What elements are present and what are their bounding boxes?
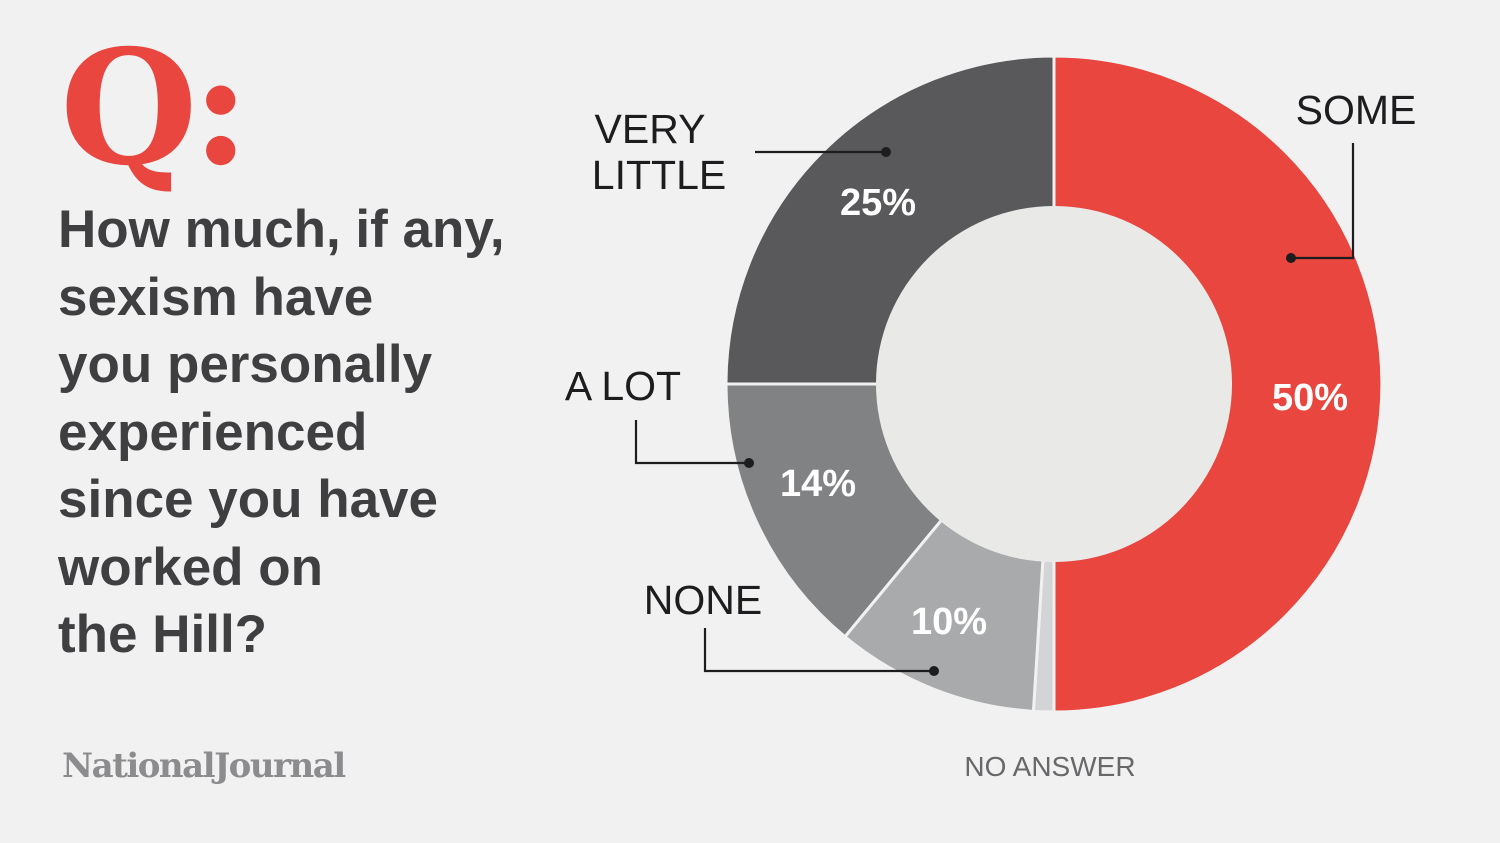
- leader-line-a-lot: [634, 420, 749, 465]
- leader-line-none: [703, 628, 934, 673]
- q-logo-mark: Q:: [60, 16, 250, 201]
- leader-dot-a-lot: [744, 458, 754, 468]
- question-text: How much, if any, sexism have you person…: [58, 200, 505, 664]
- pct-label-none: 10%: [911, 601, 987, 643]
- leader-dot-some: [1286, 253, 1296, 263]
- label-some: SOME: [1296, 87, 1417, 133]
- national-journal-logo: NationalJournal: [62, 746, 346, 786]
- label-very-little-line2: LITTLE: [592, 152, 726, 198]
- pct-label-a-lot: 14%: [780, 463, 856, 505]
- leader-line-some: [1291, 143, 1355, 260]
- label-a-lot: A LOT: [565, 363, 681, 409]
- leader-dot-none: [929, 666, 939, 676]
- label-none: NONE: [644, 577, 762, 623]
- donut-center: [876, 206, 1232, 562]
- label-very-little-line1: VERY: [595, 106, 706, 152]
- pct-label-some: 50%: [1272, 377, 1348, 419]
- label-no-answer: NO ANSWER: [964, 751, 1135, 782]
- pct-label-very-little: 25%: [840, 182, 916, 224]
- leader-dot-very-little: [881, 147, 891, 157]
